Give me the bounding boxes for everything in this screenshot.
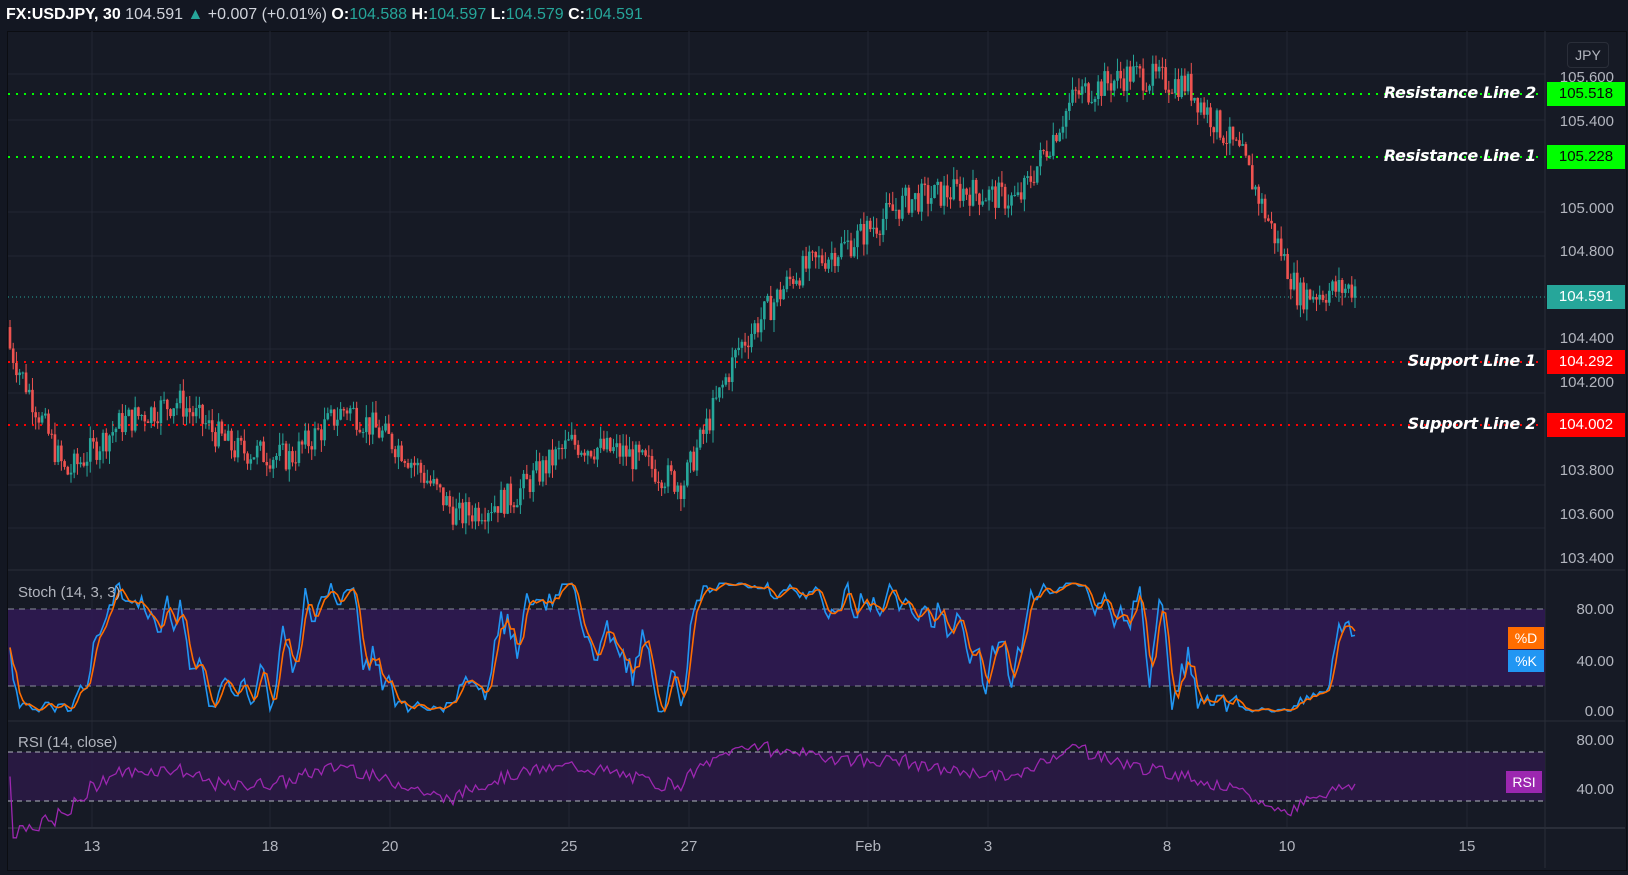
price-tick: 103.600 bbox=[1559, 506, 1614, 523]
price-tick: 105.600 bbox=[1559, 69, 1614, 86]
stoch-band bbox=[8, 609, 1545, 686]
price-tick: 103.800 bbox=[1559, 462, 1614, 479]
low-value: 104.579 bbox=[505, 6, 564, 23]
symbol-header: FX:USDJPY, 30 104.591 ▲ +0.007 (+0.01%) … bbox=[0, 0, 1628, 30]
date-tick: 3 bbox=[983, 838, 993, 855]
high-value: 104.597 bbox=[428, 6, 487, 23]
support-line-1-price-tag: 104.292 bbox=[1547, 350, 1625, 374]
price-tick: 105.000 bbox=[1559, 200, 1614, 217]
stoch-k-tag: %K bbox=[1508, 650, 1544, 672]
currency-button[interactable]: JPY bbox=[1567, 42, 1609, 68]
stoch-tick: 0.00 bbox=[1584, 703, 1614, 720]
rsi-tick: 40.00 bbox=[1576, 781, 1614, 798]
date-tick: Feb bbox=[855, 838, 881, 855]
open-label: O: bbox=[331, 6, 350, 23]
stoch-d-tag: %D bbox=[1508, 627, 1544, 649]
rsi-title[interactable]: RSI (14, close) bbox=[18, 734, 118, 751]
resistance-line-1-price-tag: 105.228 bbox=[1547, 145, 1625, 169]
last-price: 104.591 bbox=[125, 6, 184, 23]
stoch-title[interactable]: Stoch (14, 3, 3) bbox=[18, 584, 121, 601]
support-line-2-label: Support Line 2 bbox=[1407, 414, 1537, 433]
triangle-up-icon: ▲ bbox=[187, 6, 204, 23]
change-value: +0.007 (+0.01%) bbox=[207, 6, 327, 23]
rsi-band bbox=[8, 752, 1545, 801]
close-label: C: bbox=[568, 6, 585, 23]
candlestick-series bbox=[8, 54, 1357, 535]
support-line-1-label: Support Line 1 bbox=[1407, 351, 1537, 370]
date-tick: 8 bbox=[1162, 838, 1172, 855]
stoch-tick: 80.00 bbox=[1576, 601, 1614, 618]
close-value: 104.591 bbox=[584, 6, 643, 23]
low-label: L: bbox=[490, 6, 506, 23]
date-tick: 27 bbox=[680, 838, 698, 855]
open-value: 104.588 bbox=[349, 6, 408, 23]
price-tick: 105.400 bbox=[1559, 113, 1614, 130]
date-tick: 15 bbox=[1458, 838, 1476, 855]
price-tick: 104.800 bbox=[1559, 243, 1614, 260]
stoch-d-line bbox=[9, 582, 1356, 713]
rsi-tick: 80.00 bbox=[1576, 732, 1614, 749]
resistance-line-1-label: Resistance Line 1 bbox=[1383, 146, 1536, 165]
date-tick: 20 bbox=[381, 838, 399, 855]
date-tick: 13 bbox=[83, 838, 101, 855]
symbol-label[interactable]: FX:USDJPY, 30 bbox=[6, 6, 121, 23]
high-label: H: bbox=[411, 6, 429, 23]
date-tick: 25 bbox=[560, 838, 578, 855]
price-tick: 104.200 bbox=[1559, 374, 1614, 391]
price-tick: 103.400 bbox=[1559, 550, 1614, 567]
last-price-tag: 104.591 bbox=[1547, 285, 1625, 309]
support-line-2-price-tag: 104.002 bbox=[1547, 413, 1625, 437]
rsi-line bbox=[9, 741, 1356, 839]
date-tick: 10 bbox=[1278, 838, 1296, 855]
chart-frame[interactable] bbox=[7, 31, 1627, 871]
resistance-line-2-price-tag: 105.518 bbox=[1547, 82, 1625, 106]
rsi-tag: RSI bbox=[1506, 771, 1542, 793]
stoch-tick: 40.00 bbox=[1576, 653, 1614, 670]
price-tick: 104.400 bbox=[1559, 330, 1614, 347]
resistance-line-2-label: Resistance Line 2 bbox=[1383, 83, 1536, 102]
date-tick: 18 bbox=[261, 838, 279, 855]
grid bbox=[8, 31, 1545, 828]
